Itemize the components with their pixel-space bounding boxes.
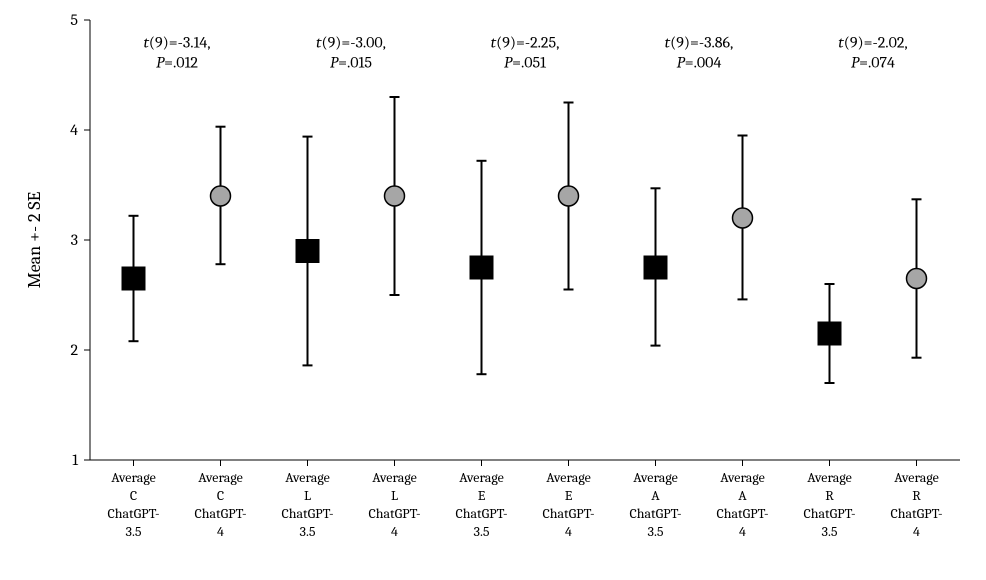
marker-circle [385,186,405,206]
x-category-label: 3.5 [648,523,664,540]
x-category-label: L [304,487,311,504]
marker-circle [211,186,231,206]
x-category-label: ChatGPT- [716,505,768,522]
pair-annotation-p: P=.004 [677,54,722,72]
marker-square [818,322,842,346]
x-category-label: 3.5 [474,523,490,540]
x-category-label: Average [198,469,243,486]
x-category-label: 4 [391,523,398,540]
pair-annotation-t: t(9)=-3.14, [143,34,210,52]
x-category-label: R [912,487,921,504]
x-category-label: Average [372,469,417,486]
x-category-label: C [130,487,137,504]
x-category-label: A [651,487,660,504]
pair-annotation-p: P=.015 [330,54,372,72]
pair-annotation-p: P=.012 [156,54,198,72]
x-category-label: Average [633,469,678,486]
y-tick-label: 4 [70,121,78,139]
y-tick-label: 5 [70,11,78,29]
y-tick-label: 3 [71,231,78,249]
y-tick-label: 1 [72,451,78,469]
pair-annotation-t: t(9)=-2.25, [491,34,560,52]
pair-annotation-p: P=.074 [851,54,895,72]
x-category-label: 4 [739,523,746,540]
x-category-label: C [217,487,224,504]
x-category-label: E [478,487,486,504]
x-category-label: ChatGPT- [107,505,159,522]
x-category-label: Average [459,469,504,486]
pair-annotation-t: t(9)=-3.86, [665,34,734,52]
x-category-label: 3.5 [822,523,838,540]
x-category-label: 4 [217,523,224,540]
x-category-label: ChatGPT- [542,505,594,522]
x-category-label: L [391,487,398,504]
x-category-label: R [825,487,834,504]
chart-container: 12345Mean +- 2 SEAverageCChatGPT-3.5Aver… [0,0,986,580]
marker-circle [733,208,753,228]
x-category-label: E [565,487,573,504]
x-category-label: ChatGPT- [803,505,855,522]
x-category-label: Average [546,469,591,486]
x-category-label: Average [720,469,765,486]
x-category-label: 4 [913,523,920,540]
x-category-label: ChatGPT- [368,505,420,522]
pair-annotation-t: t(9)=-3.00, [316,34,386,52]
marker-square [296,239,320,263]
marker-square [122,267,146,291]
x-category-label: Average [111,469,156,486]
x-category-label: 3.5 [126,523,142,540]
pair-annotation-t: t(9)=-2.02, [838,34,907,52]
x-category-label: ChatGPT- [194,505,246,522]
pair-annotation-p: P=.051 [504,54,546,72]
x-category-label: Average [285,469,330,486]
x-category-label: ChatGPT- [281,505,333,522]
x-category-label: ChatGPT- [629,505,681,522]
x-category-label: Average [807,469,852,486]
x-category-label: A [738,487,747,504]
x-category-label: 4 [565,523,572,540]
errorbar-chart: 12345Mean +- 2 SEAverageCChatGPT-3.5Aver… [0,0,986,580]
marker-circle [907,269,927,289]
marker-square [470,256,494,280]
x-category-label: ChatGPT- [455,505,507,522]
x-category-label: Average [894,469,939,486]
marker-square [644,256,668,280]
y-axis-title: Mean +- 2 SE [24,191,45,288]
y-tick-label: 2 [70,341,78,359]
x-category-label: 3.5 [300,523,316,540]
x-category-label: ChatGPT- [890,505,942,522]
marker-circle [559,186,579,206]
